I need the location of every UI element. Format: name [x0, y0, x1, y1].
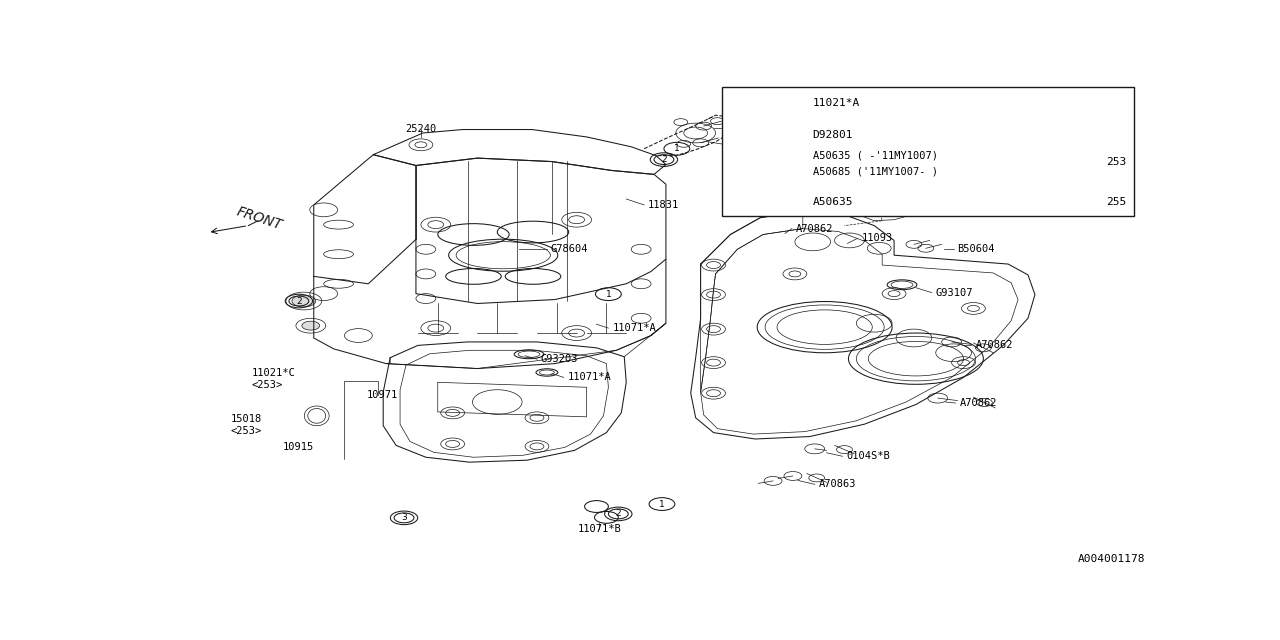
Text: 1: 1	[605, 290, 612, 299]
Text: 253: 253	[1106, 157, 1126, 168]
Text: 11831: 11831	[648, 200, 680, 210]
Text: 10915: 10915	[283, 442, 315, 452]
Text: G78604: G78604	[550, 244, 589, 254]
Text: 15018: 15018	[230, 414, 261, 424]
Text: A70863: A70863	[819, 479, 856, 490]
Text: 255: 255	[1106, 196, 1126, 207]
Text: 11021*C: 11021*C	[251, 369, 294, 378]
Text: 3: 3	[760, 164, 767, 174]
Text: 10971: 10971	[366, 390, 398, 399]
Text: 2: 2	[616, 509, 621, 518]
Text: 0104S*B: 0104S*B	[846, 451, 890, 461]
Text: A004001178: A004001178	[1078, 554, 1146, 564]
Circle shape	[292, 295, 316, 307]
Text: <253>: <253>	[251, 380, 283, 390]
Text: G93107: G93107	[936, 287, 973, 298]
Text: 11071*B: 11071*B	[577, 524, 621, 534]
Text: FRONT: FRONT	[234, 205, 284, 233]
Text: 11021*A: 11021*A	[813, 98, 860, 108]
Text: A50635: A50635	[813, 196, 854, 207]
Text: 1: 1	[675, 144, 680, 153]
Text: 11071*A: 11071*A	[612, 323, 657, 333]
Text: 2: 2	[296, 296, 302, 305]
Bar	[722, 86, 1134, 216]
Text: 2: 2	[662, 155, 667, 164]
Text: A50685 ('11MY1007- ): A50685 ('11MY1007- )	[813, 166, 938, 176]
Text: G93203: G93203	[541, 354, 579, 364]
Text: A50635 ( -'11MY1007): A50635 ( -'11MY1007)	[813, 150, 938, 161]
Text: A40615: A40615	[749, 123, 787, 133]
Text: 2: 2	[760, 130, 767, 140]
Text: D92801: D92801	[813, 130, 854, 140]
Text: 1: 1	[659, 500, 664, 509]
Text: <253>: <253>	[230, 426, 261, 436]
Text: 11093: 11093	[861, 234, 892, 243]
Text: A70862: A70862	[796, 223, 833, 234]
Text: 11071*A: 11071*A	[568, 372, 612, 383]
Circle shape	[302, 321, 320, 330]
Text: A70862: A70862	[960, 398, 997, 408]
Text: B50604: B50604	[957, 244, 995, 254]
Text: A40614: A40614	[749, 143, 787, 153]
Text: 3: 3	[401, 513, 407, 522]
Text: 25240: 25240	[406, 124, 436, 134]
Text: 1: 1	[760, 98, 767, 108]
Text: A70862: A70862	[975, 340, 1012, 350]
